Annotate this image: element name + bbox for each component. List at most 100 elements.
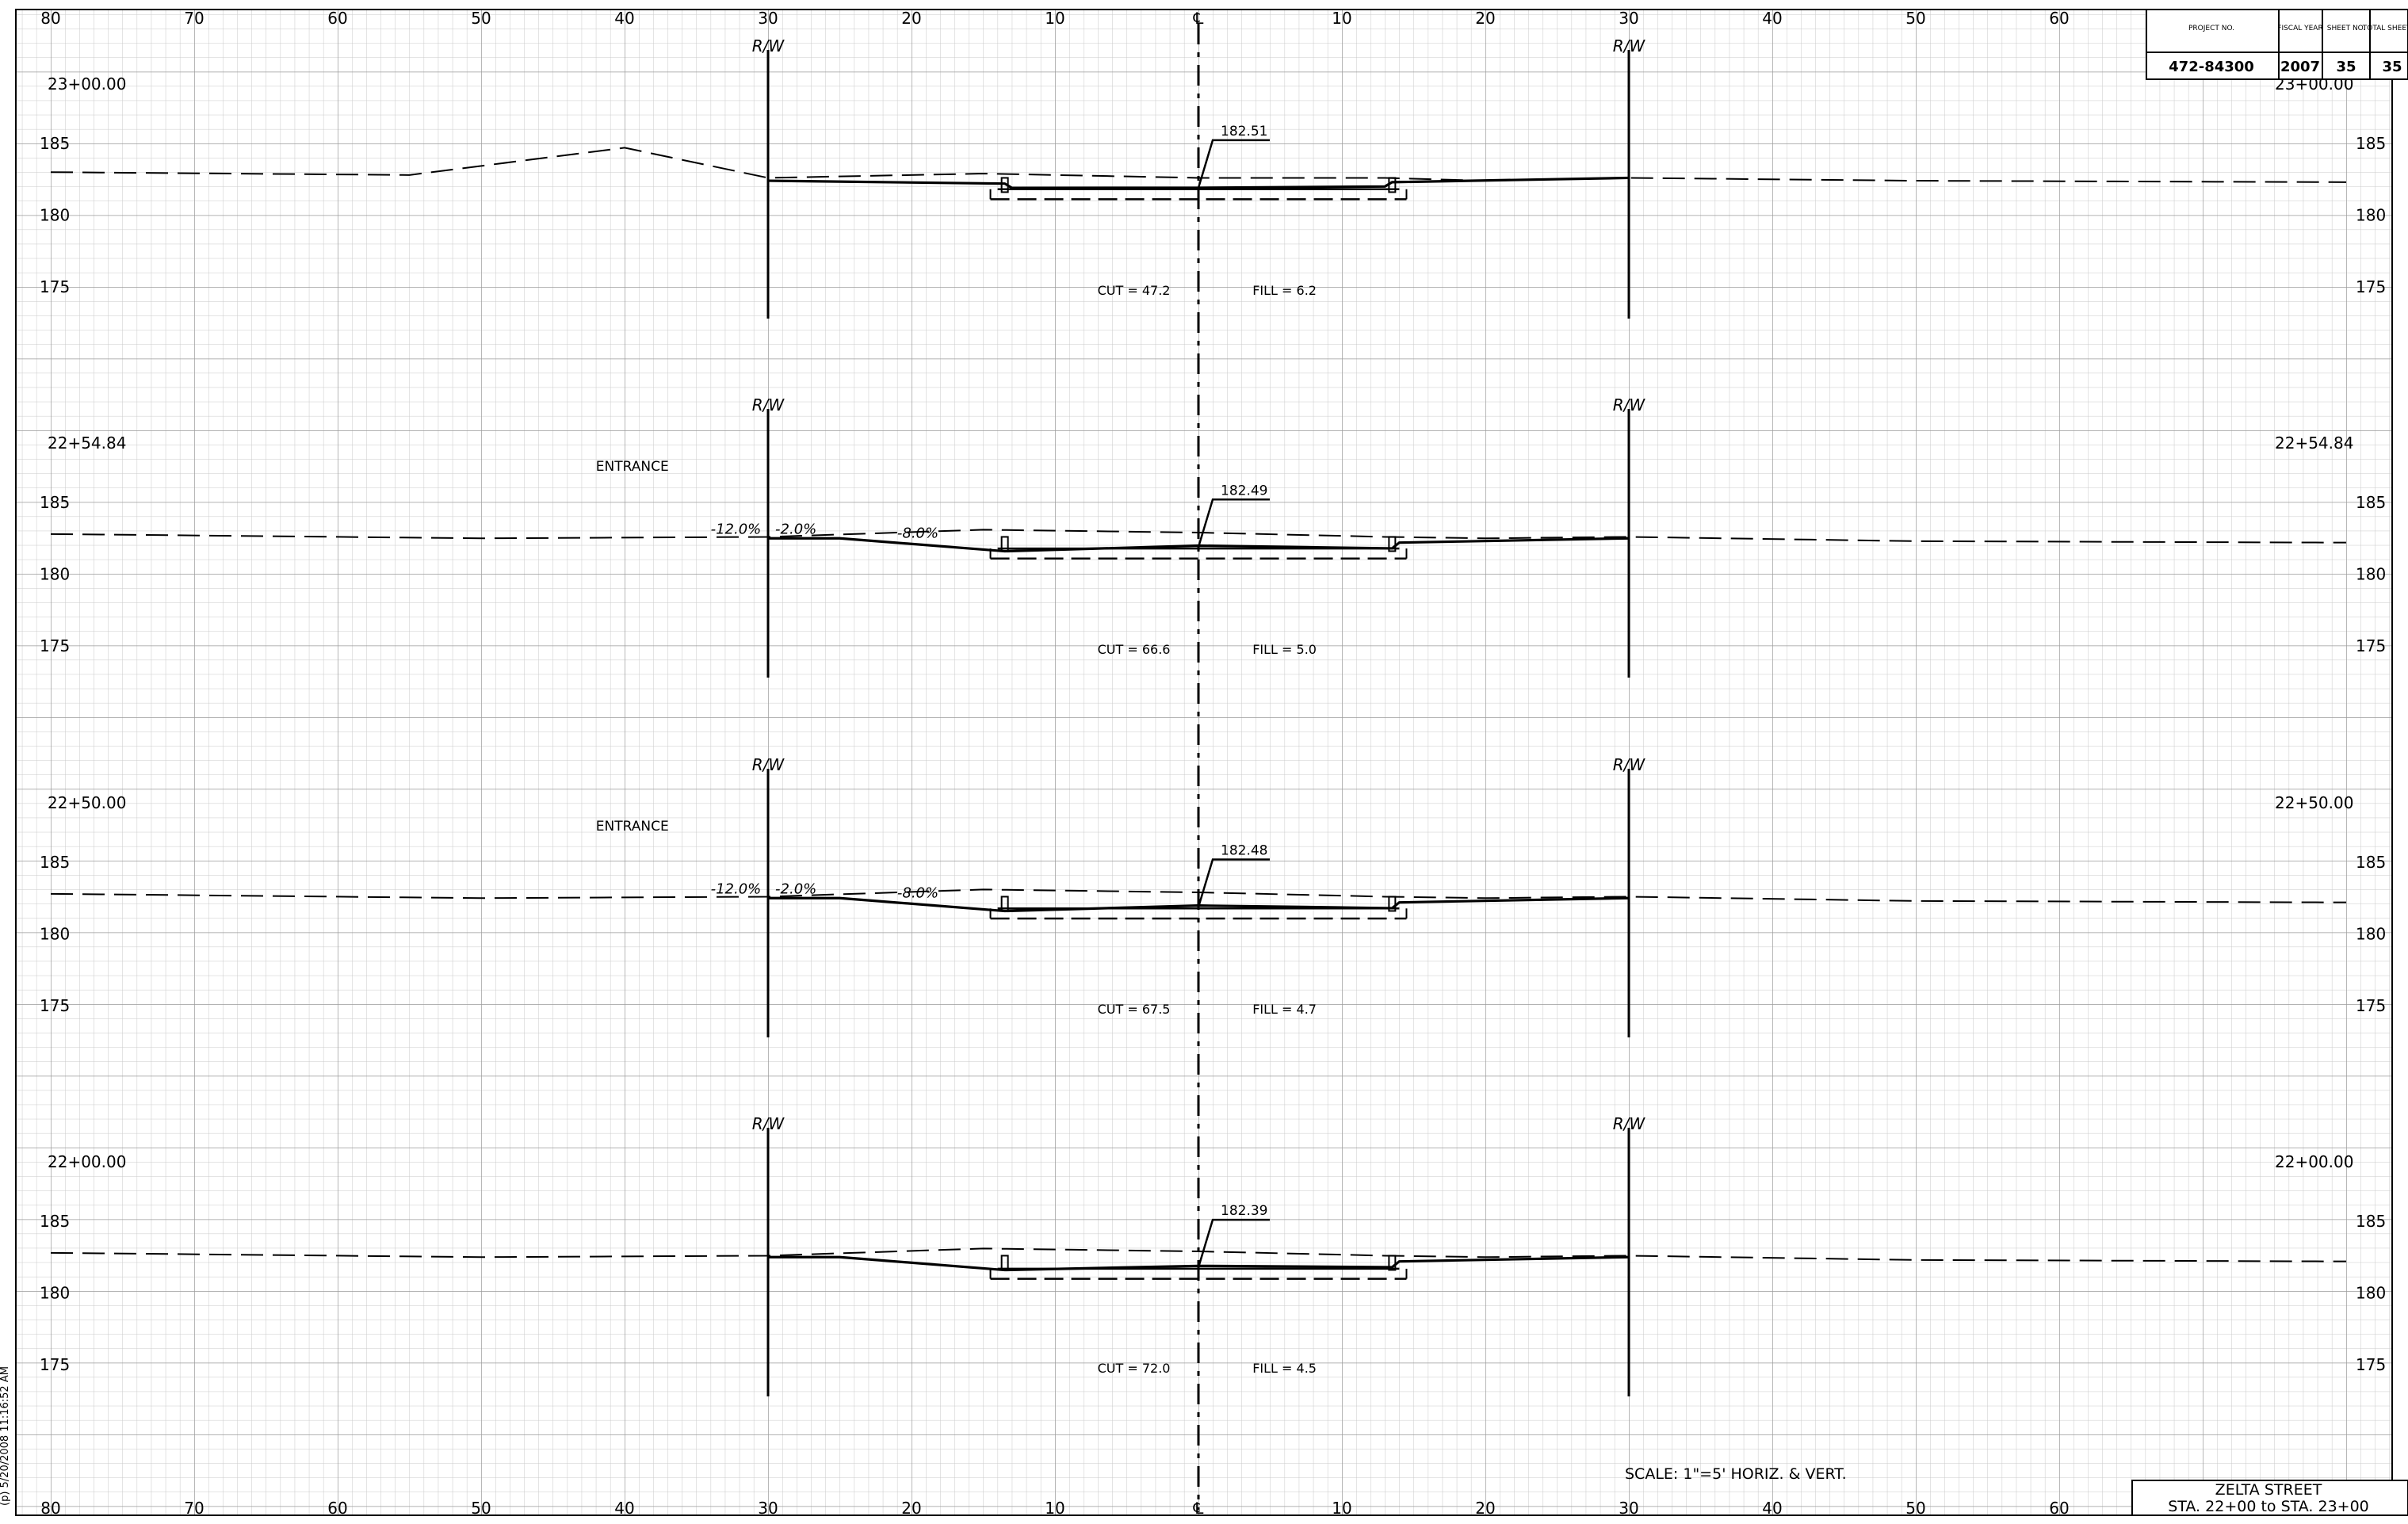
title-header-fiscal: FISCAL YEAR (2277, 25, 2322, 32)
top-tick-label: 30 (1619, 9, 1638, 28)
elev-label-right: 185 (2356, 134, 2386, 153)
title-total-sheets: 35 (2382, 59, 2402, 75)
elev-label-left: 180 (40, 925, 70, 944)
top-tick-label: 50 (1905, 9, 1925, 28)
top-offset-scale: 80 70 60 50 40 30 20 10 ℄ 10 20 30 40 50 60 (40, 9, 2069, 28)
cl-elevation: 182.48 (1221, 842, 1267, 858)
elev-label-left: 180 (40, 565, 70, 584)
cl-elevation: 182.49 (1221, 483, 1267, 498)
existing-ground-line (50, 529, 2347, 544)
entrance-note: ENTRANCE (596, 459, 669, 475)
rw-label: R/W (1613, 1114, 1646, 1133)
cl-elev-leader (1197, 858, 1270, 907)
cl-elevation: 182.51 (1221, 124, 1267, 139)
station-range: STA. 22+00 to STA. 23+00 (2168, 1498, 2369, 1515)
elev-label-right: 180 (2356, 925, 2386, 944)
elev-label-right: 180 (2356, 1284, 2386, 1303)
elev-label-left: 175 (40, 277, 70, 296)
bottom-tick-label: 60 (327, 1499, 347, 1518)
rw-label: R/W (1613, 755, 1646, 774)
elev-label-right: 180 (2356, 565, 2386, 584)
fill-volume: FILL = 6.2 (1252, 283, 1317, 298)
elev-label-left: 185 (40, 1212, 70, 1231)
slope-label-1: -12.0% (711, 880, 762, 897)
station-label-left: 22+54.84 (48, 434, 126, 453)
elev-label-left: 180 (40, 206, 70, 225)
cut-volume: CUT = 67.5 (1098, 1002, 1171, 1017)
top-tick-label: 70 (184, 9, 204, 28)
elev-label-left: 175 (40, 1355, 70, 1374)
scale-note: SCALE: 1"=5' HORIZ. & VERT. (1625, 1465, 1847, 1483)
cl-elev-leader (1197, 139, 1270, 189)
top-tick-label: 10 (1045, 9, 1064, 28)
bottom-tick-label: 60 (2049, 1499, 2069, 1518)
cross-section-2: R/W R/W 22+50.00 22+50.00 185 185 180 180 175 175… (40, 755, 2386, 1037)
fill-volume: FILL = 4.5 (1252, 1361, 1317, 1376)
fill-volume: FILL = 5.0 (1252, 642, 1317, 657)
station-label-right: 22+00.00 (2275, 1152, 2353, 1171)
cl-elev-leader (1197, 1218, 1270, 1268)
station-label-left: 23+00.00 (48, 74, 126, 94)
fill-volume: FILL = 4.7 (1252, 1002, 1317, 1017)
top-tick-label: 60 (327, 9, 347, 28)
cut-volume: CUT = 47.2 (1098, 283, 1171, 298)
existing-ground-line (50, 1247, 2347, 1262)
rw-label: R/W (752, 1114, 785, 1133)
bottom-tick-label: 80 (40, 1499, 60, 1518)
bottom-tick-label: 50 (471, 1499, 491, 1518)
plot-timestamp: (p) 5/20/2008 11:16:52 AM (0, 1366, 11, 1506)
curb-symbol (1388, 1255, 1397, 1271)
elev-label-right: 175 (2356, 636, 2386, 655)
top-tick-label: 40 (614, 9, 634, 28)
top-tick-label: 20 (901, 9, 921, 28)
bottom-tick-label: 30 (758, 1499, 778, 1518)
elev-label-right: 185 (2356, 493, 2386, 512)
rw-label: R/W (1613, 36, 1646, 55)
bottom-tick-label: 40 (614, 1499, 634, 1518)
entrance-note: ENTRANCE (596, 819, 669, 835)
top-tick-label: 20 (1475, 9, 1495, 28)
existing-ground-line (50, 888, 2347, 903)
slope-label-3: -8.0% (897, 525, 938, 542)
curb-symbol (1388, 536, 1397, 552)
elev-label-left: 180 (40, 1284, 70, 1303)
major-grid (16, 10, 2392, 1515)
title-project-no: 472-84300 (2169, 59, 2254, 75)
top-tick-label: 60 (2049, 9, 2069, 28)
elev-label-right: 180 (2356, 206, 2386, 225)
cl-elev-leader (1197, 498, 1270, 548)
cut-volume: CUT = 72.0 (1098, 1361, 1171, 1376)
elev-label-right: 175 (2356, 277, 2386, 296)
curb-symbol (1000, 536, 1009, 552)
street-name: ZELTA STREET (2215, 1481, 2322, 1499)
elev-label-left: 185 (40, 134, 70, 153)
curb-symbol (1388, 177, 1397, 193)
slope-label-2: -2.0% (775, 880, 816, 897)
title-block: PROJECT NO. FISCAL YEAR SHEET NO. TOTAL … (2146, 9, 2408, 80)
cl-elevation: 182.39 (1221, 1203, 1267, 1219)
curb-symbol (1388, 896, 1397, 912)
station-label-left: 22+50.00 (48, 793, 126, 812)
bottom-tick-label: 20 (1475, 1499, 1495, 1518)
sheet-border (15, 9, 2393, 1516)
existing-ground-line (50, 147, 2347, 183)
title-header-sheet: SHEET NO. (2327, 25, 2366, 32)
bottom-tick-label: 50 (1905, 1499, 1925, 1518)
cut-volume: CUT = 66.6 (1098, 642, 1171, 657)
rw-label: R/W (1613, 395, 1646, 414)
top-tick-label: 40 (1762, 9, 1782, 28)
rw-label: R/W (752, 395, 785, 414)
cross-section-1: R/W R/W 22+54.84 22+54.84 185 185 180 180 175 175… (40, 395, 2386, 678)
curb-symbol (1000, 896, 1009, 912)
title-header-total: TOTAL SHEETS (2362, 25, 2408, 32)
rw-label: R/W (752, 36, 785, 55)
top-tick-label: 10 (1332, 9, 1351, 28)
bottom-tick-label: 30 (1619, 1499, 1638, 1518)
bottom-tick-label: 20 (901, 1499, 921, 1518)
station-label-right: 22+50.00 (2275, 793, 2353, 812)
street-title-box: ZELTA STREET STA. 22+00 to STA. 23+00 (2131, 1480, 2408, 1516)
elev-label-left: 175 (40, 996, 70, 1015)
title-fiscal-year: 2007 (2280, 59, 2320, 75)
